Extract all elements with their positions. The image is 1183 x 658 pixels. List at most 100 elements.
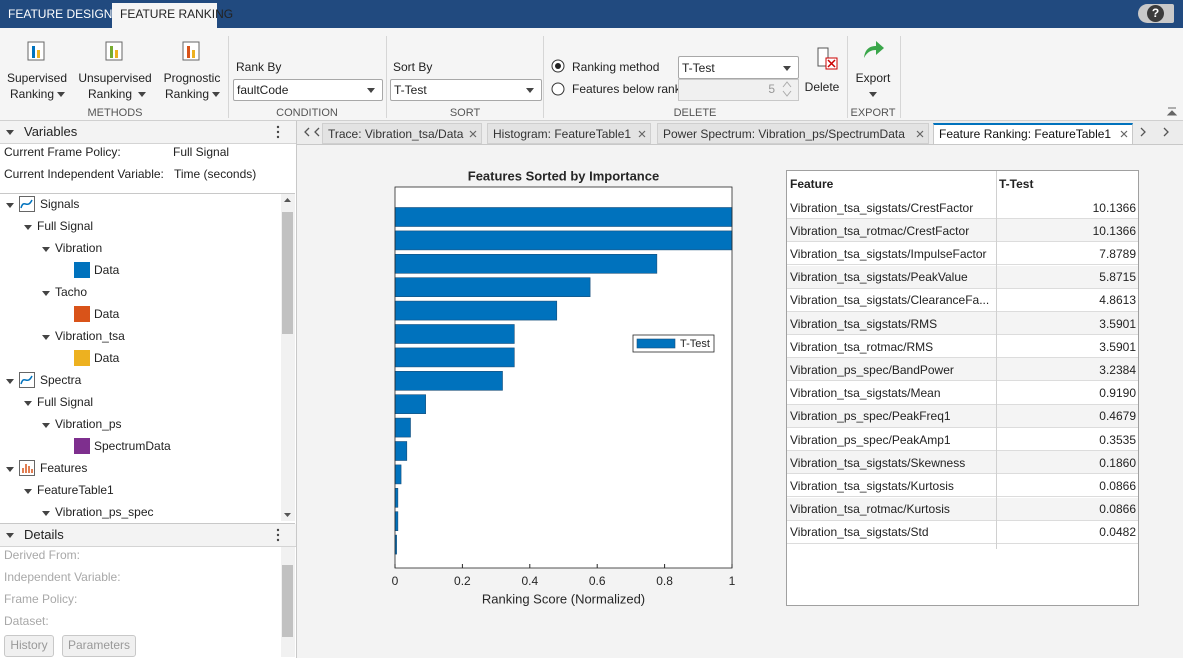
dropdown-value: faultCode	[237, 82, 288, 98]
help-button[interactable]: ?	[1147, 5, 1164, 22]
tab-close[interactable]	[1120, 130, 1128, 138]
variable-swatch	[74, 438, 90, 454]
section-label: SORT	[365, 105, 565, 121]
panel-title: Details	[24, 527, 64, 543]
tab-scroll[interactable]	[1162, 127, 1170, 137]
export-label: Export	[773, 70, 973, 86]
table-header-cell: T-Test	[999, 176, 1033, 192]
table-cell: Vibration_tsa_sigstats/Kurtosis	[790, 478, 954, 494]
field-label: Rank By	[236, 59, 281, 75]
table-cell: Vibration_tsa_sigstats/CrestFactor	[790, 200, 973, 216]
tab-scroll[interactable]	[1139, 127, 1147, 137]
variable-swatch	[74, 306, 90, 322]
table-cell: 3.5901	[1000, 339, 1136, 355]
caret-shape	[42, 247, 50, 252]
section-label: DELETE	[595, 105, 795, 121]
bar	[395, 301, 557, 320]
table-cell: Vibration_tsa_sigstats/PeakValue	[790, 269, 968, 285]
legend-swatch	[637, 339, 675, 348]
caret-shape	[6, 130, 14, 135]
field-label: Sort By	[393, 59, 432, 75]
scroll-arrows	[283, 197, 292, 519]
caret-shape	[42, 423, 50, 428]
caret-icon	[42, 333, 50, 341]
info-value: Time (seconds)	[174, 166, 256, 182]
caret-shape	[869, 92, 877, 97]
caret-shape	[367, 88, 375, 93]
bar	[395, 465, 401, 484]
toolstrip-tab[interactable]: FEATURE DESIGNER	[8, 6, 129, 22]
toolstrip-tab[interactable]: FEATURE RANKING	[120, 6, 233, 22]
table-cell: 0.0866	[1000, 501, 1136, 517]
radio-button[interactable]	[551, 59, 565, 73]
x-tick-label: 0.8	[656, 574, 673, 588]
arrow-shape	[1141, 128, 1145, 136]
section-label: EXPORT	[773, 105, 973, 121]
caret-shape	[6, 379, 14, 384]
tree-icon	[19, 196, 35, 212]
bar	[395, 512, 398, 531]
icon-shape	[470, 131, 476, 137]
dropdown-value: T-Test	[682, 60, 715, 76]
bar	[395, 208, 732, 227]
tree-label: Signals	[40, 196, 79, 212]
dot	[277, 136, 279, 138]
caret-shape	[6, 467, 14, 472]
x-axis-label: Ranking Score (Normalized)	[482, 591, 645, 606]
tree-label: Vibration_ps	[55, 416, 122, 432]
icon-shape	[917, 131, 923, 137]
caret-icon	[6, 201, 14, 209]
method-hit[interactable]	[78, 34, 153, 104]
caret-shape	[6, 533, 14, 538]
caret-icon	[526, 86, 534, 94]
table-cell: Vibration_tsa_sigstats/Mean	[790, 385, 941, 401]
tree-item[interactable]	[2, 348, 280, 368]
table-cell: Vibration_ps_spec/PeakFreq1	[790, 408, 951, 424]
radio-button[interactable]	[551, 82, 565, 96]
tab-scroll[interactable]	[313, 127, 321, 137]
table-cell: Vibration_tsa_rotmac/Kurtosis	[790, 501, 950, 517]
tree-label: Data	[94, 262, 119, 278]
column-divider	[996, 171, 997, 549]
tab-close[interactable]	[916, 130, 924, 138]
radio-label: Features below rank	[572, 81, 681, 97]
details-field: Independent Variable:	[4, 569, 121, 585]
variable-swatch	[74, 350, 90, 366]
bar	[395, 442, 407, 461]
dot	[277, 529, 279, 531]
bar	[395, 254, 657, 273]
tree-label: Vibration_ps_spec	[55, 504, 154, 520]
bar	[395, 371, 503, 390]
details-field: Dataset:	[4, 613, 49, 629]
table-header-cell: Feature	[790, 176, 833, 192]
caret-shape	[42, 511, 50, 516]
tab-close[interactable]	[469, 130, 477, 138]
caret-shape	[24, 401, 32, 406]
table-cell: Vibration_tsa_rotmac/RMS	[790, 339, 933, 355]
table-cell: 7.8789	[1000, 246, 1136, 262]
caret-icon	[42, 245, 50, 253]
x-tick-label: 0.6	[589, 574, 606, 588]
table-cell: Vibration_ps_spec/BandPower	[790, 362, 954, 378]
chart-title: Features Sorted by Importance	[468, 168, 659, 183]
caret-icon	[42, 421, 50, 429]
method-hit[interactable]	[0, 34, 75, 104]
tree-label: Data	[94, 350, 119, 366]
caret-shape	[24, 489, 32, 494]
tree-item[interactable]	[2, 304, 280, 324]
caret-shape	[42, 335, 50, 340]
tree-item[interactable]	[2, 260, 280, 280]
tree-label: Spectra	[40, 372, 81, 388]
table-cell: Vibration_tsa_sigstats/Std	[790, 524, 929, 540]
tab-close[interactable]	[638, 130, 646, 138]
table-cell: 0.0482	[1000, 524, 1136, 540]
tab-scroll[interactable]	[303, 127, 311, 137]
table-cell: 0.3535	[1000, 432, 1136, 448]
tree-label: Vibration_tsa	[55, 328, 125, 344]
section-label: METHODS	[15, 105, 215, 121]
table-header	[787, 171, 1138, 197]
method-hit[interactable]	[156, 34, 228, 104]
tab-label: Feature Ranking: FeatureTable1	[939, 126, 1111, 142]
